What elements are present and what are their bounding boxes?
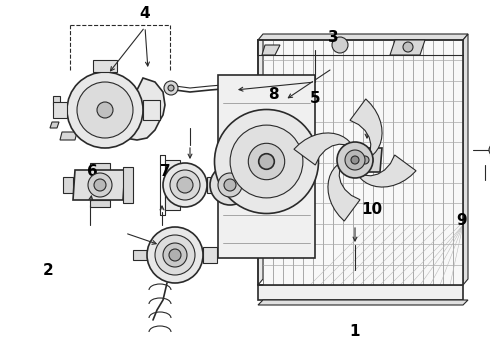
Circle shape — [259, 154, 274, 169]
Circle shape — [177, 177, 193, 193]
Polygon shape — [63, 177, 73, 193]
Circle shape — [230, 125, 303, 198]
Circle shape — [332, 37, 348, 53]
Polygon shape — [90, 200, 110, 207]
Circle shape — [88, 173, 112, 197]
Polygon shape — [143, 100, 160, 120]
Polygon shape — [119, 78, 165, 140]
Text: 9: 9 — [456, 213, 467, 228]
Polygon shape — [133, 250, 147, 260]
Circle shape — [224, 179, 236, 191]
Circle shape — [361, 156, 369, 164]
Polygon shape — [218, 75, 315, 258]
Circle shape — [218, 173, 242, 197]
Text: 3: 3 — [328, 30, 339, 45]
Polygon shape — [123, 167, 133, 203]
Circle shape — [210, 165, 250, 205]
Circle shape — [77, 82, 133, 138]
Circle shape — [155, 235, 195, 275]
Circle shape — [403, 42, 413, 52]
Polygon shape — [258, 285, 463, 300]
Polygon shape — [93, 60, 117, 72]
Polygon shape — [463, 34, 468, 285]
Polygon shape — [258, 40, 463, 55]
Text: 6: 6 — [87, 163, 98, 179]
Polygon shape — [350, 99, 382, 156]
Polygon shape — [53, 96, 60, 105]
Polygon shape — [258, 300, 468, 305]
Circle shape — [233, 134, 243, 144]
Text: 7: 7 — [160, 163, 171, 179]
Circle shape — [215, 109, 318, 213]
Polygon shape — [203, 247, 217, 263]
Polygon shape — [345, 148, 382, 172]
Polygon shape — [328, 165, 360, 221]
Circle shape — [337, 142, 373, 178]
Circle shape — [169, 249, 181, 261]
Text: 10: 10 — [361, 202, 382, 217]
Circle shape — [164, 81, 178, 95]
Polygon shape — [360, 155, 416, 187]
Circle shape — [170, 170, 200, 200]
Circle shape — [489, 144, 490, 156]
Circle shape — [163, 163, 207, 207]
Polygon shape — [390, 40, 425, 55]
Text: 2: 2 — [43, 263, 53, 278]
Polygon shape — [262, 45, 280, 55]
Polygon shape — [60, 132, 77, 140]
Circle shape — [345, 150, 365, 170]
Polygon shape — [294, 133, 350, 165]
Circle shape — [229, 130, 247, 148]
Circle shape — [357, 152, 373, 168]
Polygon shape — [165, 160, 180, 210]
Polygon shape — [207, 177, 223, 193]
Circle shape — [351, 156, 359, 164]
Polygon shape — [240, 132, 263, 145]
Circle shape — [97, 102, 113, 118]
Polygon shape — [258, 34, 468, 40]
Polygon shape — [258, 40, 263, 285]
Circle shape — [163, 243, 187, 267]
Text: 1: 1 — [349, 324, 360, 339]
Circle shape — [67, 72, 143, 148]
Polygon shape — [73, 170, 125, 200]
Circle shape — [248, 143, 285, 180]
Text: 8: 8 — [268, 87, 279, 102]
Text: 4: 4 — [140, 6, 150, 21]
Circle shape — [168, 85, 174, 91]
Text: 5: 5 — [310, 91, 321, 106]
Polygon shape — [90, 163, 110, 170]
Polygon shape — [53, 102, 67, 118]
Circle shape — [147, 227, 203, 283]
Circle shape — [94, 179, 106, 191]
Polygon shape — [263, 40, 463, 285]
Polygon shape — [50, 122, 59, 128]
